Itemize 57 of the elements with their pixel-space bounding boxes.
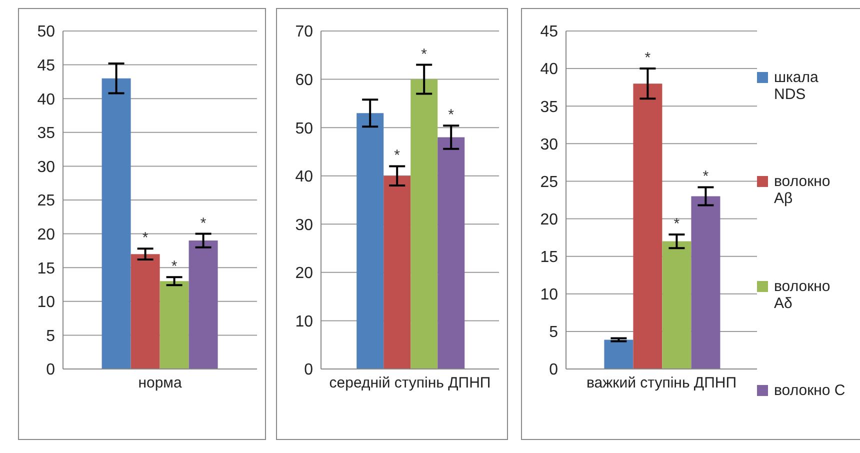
data-label: * xyxy=(644,50,651,67)
bar xyxy=(356,113,384,369)
y-tick-label: 10 xyxy=(37,294,56,312)
y-tick-label: 35 xyxy=(37,125,56,142)
x-tick-label: важкий ступінь ДПНП xyxy=(586,374,736,392)
legend-label: волокно Aδ xyxy=(774,278,832,312)
y-tick-label: 30 xyxy=(295,216,314,234)
bar xyxy=(604,340,634,369)
legend-label: волокно Aβ xyxy=(774,173,832,208)
y-tick-label: 30 xyxy=(37,158,56,176)
y-tick-label: 45 xyxy=(37,57,56,74)
y-tick-label: 50 xyxy=(295,120,314,138)
bar xyxy=(410,79,438,369)
y-tick-label: 20 xyxy=(37,226,56,244)
data-label: * xyxy=(448,106,454,124)
y-tick-label: 40 xyxy=(37,91,56,108)
y-tick-label: 45 xyxy=(540,24,558,41)
y-tick-label: 60 xyxy=(295,72,314,89)
y-tick-label: 25 xyxy=(37,192,56,210)
y-tick-label: 25 xyxy=(540,174,558,191)
data-label: * xyxy=(142,230,148,247)
bar xyxy=(384,176,411,369)
y-tick-label: 0 xyxy=(46,362,56,379)
y-tick-label: 15 xyxy=(37,260,56,278)
data-label: * xyxy=(421,46,428,63)
y-tick-label: 40 xyxy=(295,168,314,186)
data-label: * xyxy=(171,258,178,276)
bar xyxy=(160,281,189,369)
bar xyxy=(662,241,692,369)
y-tick-label: 5 xyxy=(549,324,558,342)
bar xyxy=(438,137,465,369)
y-tick-label: 70 xyxy=(295,24,314,41)
data-label: * xyxy=(674,216,680,233)
x-tick-label: норма xyxy=(138,374,182,392)
bar xyxy=(102,78,131,369)
y-tick-label: 40 xyxy=(540,61,558,78)
y-tick-label: 10 xyxy=(295,313,314,330)
bar xyxy=(130,254,160,369)
y-tick-label: 15 xyxy=(540,249,558,266)
legend-label: волокно C xyxy=(774,382,846,399)
y-tick-label: 10 xyxy=(540,286,558,304)
x-tick-label: середній ступінь ДПНП xyxy=(329,374,491,392)
bar xyxy=(188,240,218,369)
data-label: * xyxy=(394,147,400,164)
y-tick-label: 5 xyxy=(46,328,56,345)
y-tick-label: 30 xyxy=(540,136,558,154)
y-tick-label: 20 xyxy=(540,211,558,228)
legend-label: шкала NDS xyxy=(774,69,820,103)
bar xyxy=(633,84,662,369)
data-label: * xyxy=(702,168,709,186)
y-tick-label: 35 xyxy=(540,98,558,116)
y-tick-label: 0 xyxy=(304,362,314,379)
bar xyxy=(691,196,720,369)
data-label: * xyxy=(200,214,206,232)
y-tick-label: 0 xyxy=(549,362,558,379)
y-tick-label: 50 xyxy=(37,24,56,41)
y-tick-label: 20 xyxy=(295,265,314,282)
